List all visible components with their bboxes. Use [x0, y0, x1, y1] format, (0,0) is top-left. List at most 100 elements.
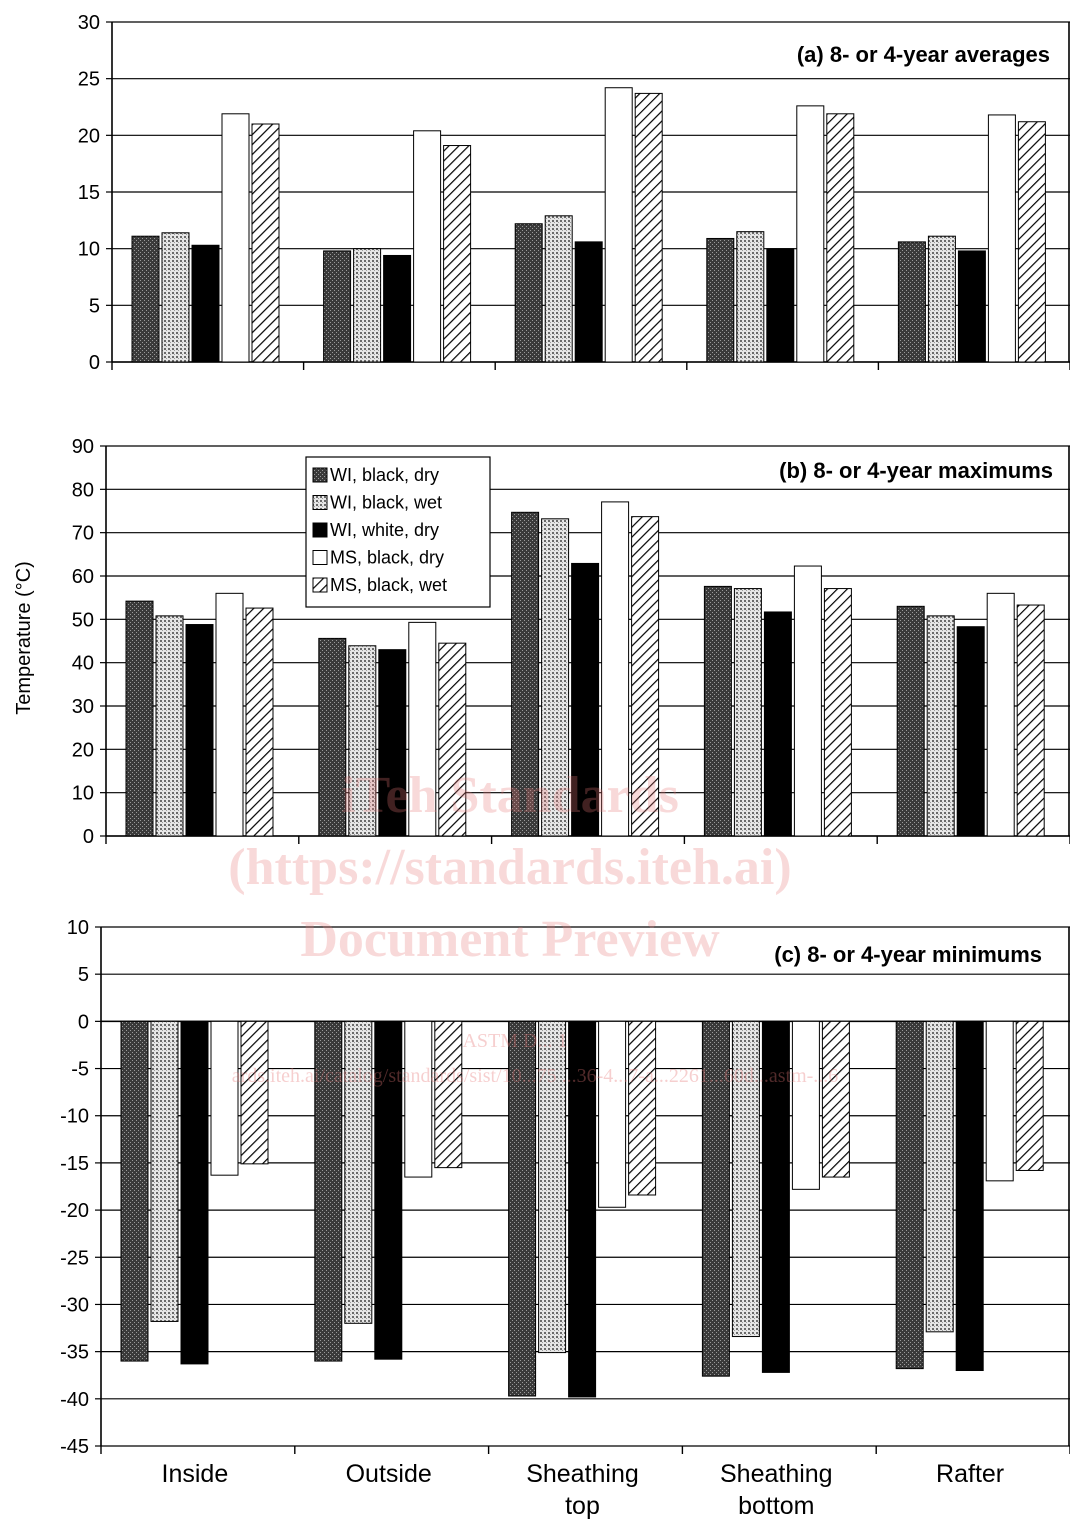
y-tick-label: 70	[72, 523, 94, 545]
legend-swatch	[312, 577, 328, 593]
y-tick-label: 5	[78, 964, 89, 986]
bar-ms-black-dry-5	[986, 592, 1015, 837]
y-tick-label: 10	[72, 783, 94, 805]
bar-ms-black-dry-3	[601, 501, 630, 837]
bar-ms-black-dry-3	[604, 87, 633, 363]
chart-panels: 0 5 10 15 20 25 30 (a) 8- or 4-year averages 0 10…	[60, 12, 1070, 1458]
bar-ms-black-wet-1	[245, 607, 274, 837]
bar-wi-white-dry-3	[574, 241, 603, 363]
bar-ms-black-dry-1	[215, 592, 244, 837]
bar-wi-black-wet-3	[538, 1020, 567, 1354]
bar-ms-black-dry-4	[791, 1020, 820, 1190]
y-tick-label: -20	[60, 1200, 89, 1222]
y-tick-label: 0	[78, 1011, 89, 1033]
bar-wi-black-wet-4	[733, 588, 762, 837]
y-tick-label: 30	[72, 696, 94, 718]
bar-ms-black-wet-4	[823, 588, 852, 837]
bar-wi-white-dry-1	[180, 1020, 209, 1365]
bar-wi-black-wet-1	[161, 232, 190, 363]
bar-wi-white-dry-2	[378, 649, 407, 837]
panel-3: -45 -40 -35 -30 -25 -20 -15 -10 -5 0 5 10 (c) 8- or …	[60, 917, 1070, 1458]
bar-wi-white-dry-1	[185, 624, 214, 837]
bar-wi-white-dry-1	[191, 244, 220, 363]
legend-swatch	[312, 495, 328, 510]
bar-ms-black-wet-5	[1017, 121, 1046, 363]
y-tick-label: -10	[60, 1106, 89, 1128]
legend-box	[305, 456, 491, 608]
legend-label: WI, black, wet	[330, 493, 442, 513]
category-label: Outside	[346, 1460, 432, 1488]
bar-ms-black-wet-2	[434, 1020, 463, 1169]
y-tick-label: 80	[72, 479, 94, 501]
legend: WI, black, dry WI, black, wet WI, white, d…	[305, 456, 491, 608]
bar-wi-black-dry-1	[131, 235, 160, 363]
y-tick-label: 25	[78, 69, 100, 91]
watermark: iTeh Standards (https://standards.iteh.a…	[228, 767, 838, 1087]
bar-wi-black-wet-5	[927, 235, 956, 363]
legend-swatch	[312, 550, 328, 565]
bar-wi-black-wet-2	[348, 645, 377, 837]
legend-swatch	[312, 522, 328, 538]
bar-ms-black-dry-2	[413, 130, 442, 363]
bar-wi-black-dry-4	[701, 1020, 730, 1377]
bar-wi-black-dry-3	[508, 1020, 537, 1397]
category-labels: Inside Outside Sheathing top Sheathing bottom…	[162, 1460, 1005, 1520]
bar-ms-black-wet-3	[628, 1020, 657, 1196]
bar-ms-black-wet-4	[826, 113, 855, 363]
panel-1: 0 5 10 15 20 25 30 (a) 8- or 4-year averages	[78, 12, 1070, 374]
y-tick-label: 90	[72, 436, 94, 458]
bar-wi-black-wet-4	[731, 1020, 760, 1338]
legend-label: WI, white, dry	[330, 520, 439, 540]
bar-wi-white-dry-2	[383, 254, 412, 363]
bar-ms-black-dry-5	[985, 1020, 1014, 1182]
category-label: Rafter	[936, 1460, 1004, 1488]
bar-wi-black-wet-1	[150, 1020, 179, 1322]
y-tick-label: 60	[72, 566, 94, 588]
bar-ms-black-dry-1	[210, 1020, 239, 1176]
watermark-line-2: (https://standards.iteh.ai)	[228, 839, 791, 896]
legend-label: MS, black, dry	[330, 548, 444, 568]
y-tick-label: -15	[60, 1153, 89, 1175]
bar-wi-white-dry-5	[955, 1020, 984, 1372]
bar-wi-black-wet-5	[926, 615, 955, 837]
y-tick-label: -35	[60, 1342, 89, 1364]
panel-title: (c) 8- or 4-year minimums	[774, 942, 1042, 967]
bar-wi-black-wet-5	[925, 1020, 954, 1333]
bar-ms-black-wet-2	[438, 642, 467, 837]
bar-wi-white-dry-5	[956, 626, 985, 837]
bar-wi-white-dry-4	[766, 248, 795, 363]
legend-swatch	[312, 467, 328, 483]
bar-wi-black-dry-1	[120, 1020, 149, 1362]
y-tick-label: 0	[89, 352, 100, 374]
bar-ms-black-dry-4	[796, 105, 825, 363]
y-tick-label: 30	[78, 12, 100, 34]
category-label: Inside	[162, 1460, 229, 1488]
bar-wi-black-wet-2	[353, 248, 382, 363]
y-tick-label: 15	[78, 182, 100, 204]
bar-ms-black-wet-5	[1015, 1020, 1044, 1171]
bar-ms-black-wet-2	[443, 145, 472, 363]
bar-wi-black-wet-3	[541, 518, 570, 837]
bar-wi-black-dry-2	[323, 250, 352, 363]
bar-ms-black-dry-5	[987, 114, 1016, 363]
y-tick-label: 20	[78, 125, 100, 147]
bar-ms-black-wet-3	[634, 92, 663, 363]
bar-ms-black-dry-4	[793, 565, 822, 837]
category-label: Sheathing top	[526, 1460, 639, 1520]
y-tick-label: -45	[60, 1436, 89, 1458]
watermark-line-1: iTeh Standards	[341, 767, 679, 824]
bar-wi-black-dry-5	[895, 1020, 924, 1370]
category-label: Sheathing bottom	[720, 1460, 833, 1520]
y-tick-label: -30	[60, 1294, 89, 1316]
y-tick-label: -40	[60, 1389, 89, 1411]
y-tick-label: -5	[71, 1059, 89, 1081]
y-tick-label: 50	[72, 609, 94, 631]
bar-wi-black-dry-2	[314, 1020, 343, 1362]
bar-wi-black-wet-3	[544, 215, 573, 363]
bar-wi-black-dry-1	[125, 600, 154, 837]
y-tick-label: 10	[78, 239, 100, 261]
bar-wi-white-dry-4	[761, 1020, 790, 1373]
bar-ms-black-wet-5	[1016, 604, 1045, 837]
bar-wi-black-wet-2	[344, 1020, 373, 1324]
bar-wi-white-dry-5	[957, 250, 986, 363]
